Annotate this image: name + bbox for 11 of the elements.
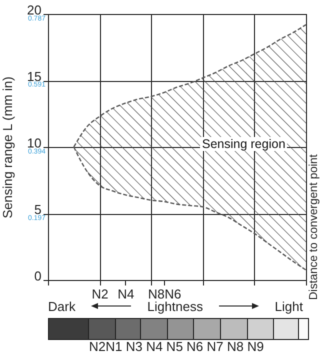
text: Lightness — [147, 298, 203, 314]
text: Distance to convergent point — [308, 154, 320, 300]
x-tick-label: N2 — [92, 286, 108, 302]
text: Light — [274, 298, 303, 314]
x-tick-label: N4 — [118, 286, 134, 302]
annotation: Sensing region — [200, 137, 288, 151]
text: N2N1 N3 N4 N5 N6 N7 N8 N9 — [89, 339, 264, 354]
text: Dark — [48, 298, 76, 314]
y-axis-title: Sensing range L (mm in) — [0, 76, 16, 218]
y-tick-label: 0 — [34, 268, 42, 284]
x-tick-label: N8N6 — [148, 286, 182, 302]
